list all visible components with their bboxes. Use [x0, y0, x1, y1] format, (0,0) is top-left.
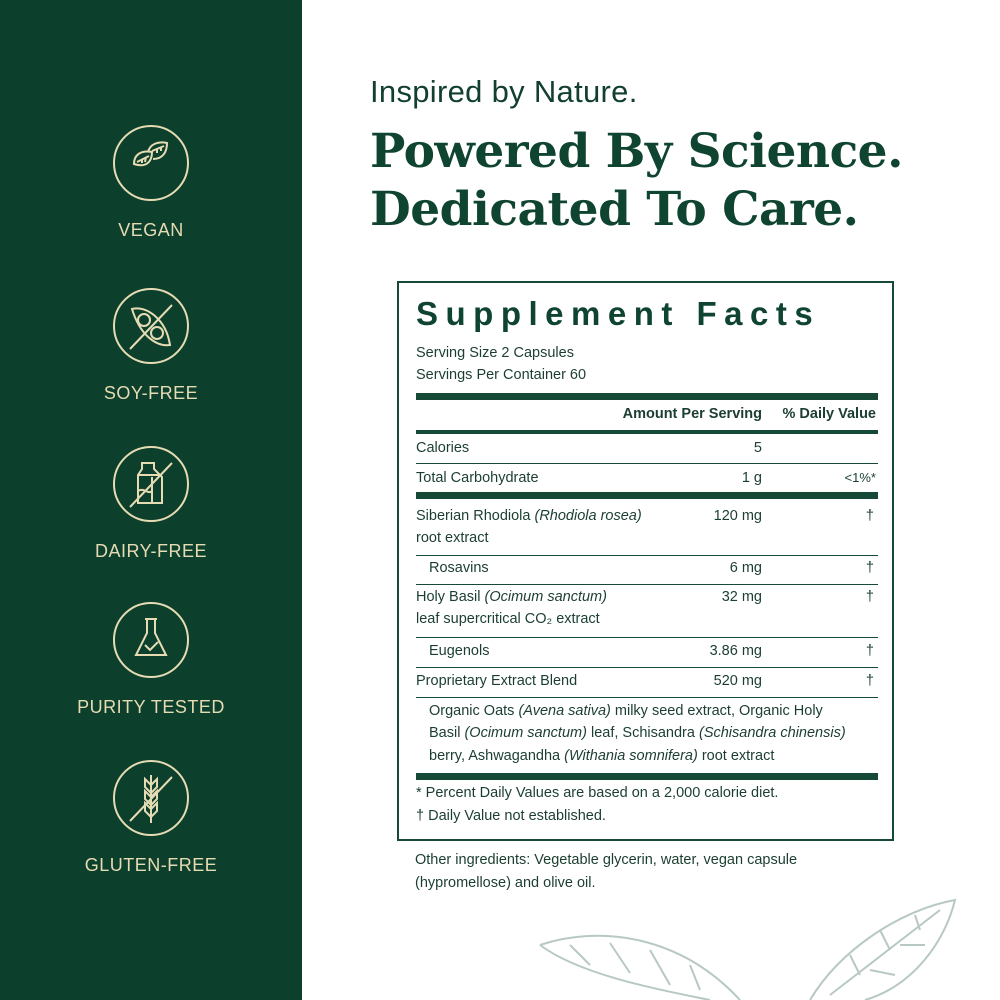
badge-label: SOY-FREE	[103, 383, 199, 403]
leaf-illustration-icon	[539, 898, 957, 1000]
divider	[416, 463, 878, 464]
gluten-free-icon	[113, 760, 189, 836]
badge-purity-tested: PURITY TESTED	[0, 601, 302, 718]
blend-text: berry, Ashwagandha	[429, 748, 565, 764]
blend-text: leaf, Schisandra	[586, 725, 699, 741]
col-amount-header: Amount Per Serving	[622, 406, 762, 422]
row-dv: †	[865, 643, 874, 659]
blend-text: Organic Oats	[429, 703, 519, 719]
row-name-2: root extract	[416, 530, 489, 546]
row-amount: 5	[753, 440, 762, 456]
badge-label: DAIRY-FREE	[94, 541, 208, 561]
servings-per-container: Servings Per Container 60	[416, 367, 587, 383]
badge-label: GLUTEN-FREE	[84, 855, 218, 875]
headline-line-1: Powered By Science.	[370, 124, 903, 179]
other-ingredients: Other ingredients: Vegetable glycerin, w…	[415, 852, 798, 891]
row-amount: 3.86 mg	[709, 643, 762, 659]
row-amount: 1 g	[741, 470, 762, 486]
tagline: Inspired by Nature.	[370, 74, 638, 109]
divider	[416, 555, 878, 556]
footnote-daily-values: * Percent Daily Values are based on a 2,…	[416, 785, 779, 801]
col-dv-header: % Daily Value	[782, 406, 877, 422]
footnote-dagger: † Daily Value not established.	[416, 808, 606, 824]
divider	[416, 492, 878, 499]
row-name-2: leaf supercritical CO₂ extract	[416, 611, 600, 627]
headline-line-2: Dedicated To Care.	[370, 182, 859, 237]
divider	[416, 637, 878, 638]
badge-vegan: VEGAN	[0, 124, 302, 241]
divider	[416, 667, 878, 668]
badge-gluten-free: GLUTEN-FREE	[0, 759, 302, 876]
leaf-icon	[113, 125, 189, 201]
badge-dairy-free: DAIRY-FREE	[0, 445, 302, 562]
row-name: Rosavins	[429, 560, 489, 576]
divider	[416, 697, 878, 698]
divider	[416, 393, 878, 400]
row-dv: †	[865, 560, 874, 576]
row-name: Siberian Rhodiola	[416, 508, 531, 524]
blend-text: milky seed extract, Organic Holy	[610, 703, 823, 719]
blend-text: root extract	[697, 748, 775, 764]
blend-latin: (Ocimum sanctum)	[464, 725, 587, 741]
blend-text: Basil	[429, 725, 465, 741]
row-latin: (Rhodiola rosea)	[534, 508, 642, 524]
soy-free-icon	[113, 288, 189, 364]
sidebar: VEGAN SOY-FREE DAIRY-FREE PURITY TESTED …	[0, 0, 302, 1000]
row-amount: 520 mg	[713, 673, 762, 689]
row-name: Holy Basil	[416, 589, 481, 605]
badge-soy-free: SOY-FREE	[0, 287, 302, 404]
row-latin: (Ocimum sanctum)	[484, 589, 607, 605]
row-name: Calories	[416, 440, 470, 456]
row-name: Eugenols	[429, 643, 490, 659]
blend-latin: (Avena sativa)	[518, 703, 611, 719]
row-amount: 120 mg	[713, 508, 762, 524]
row-dv: †	[865, 508, 874, 524]
badge-label: PURITY TESTED	[77, 697, 225, 717]
blend-latin: (Withania somnifera)	[564, 748, 698, 764]
divider	[416, 584, 878, 585]
divider	[416, 430, 878, 434]
row-dv: <1%*	[844, 470, 876, 485]
row-dv: †	[865, 673, 874, 689]
flask-check-icon	[113, 602, 189, 678]
row-amount: 32 mg	[721, 589, 762, 605]
serving-size: Serving Size 2 Capsules	[416, 345, 574, 361]
blend-latin: (Schisandra chinensis)	[698, 725, 846, 741]
row-amount: 6 mg	[729, 560, 762, 576]
dairy-free-icon	[113, 446, 189, 522]
row-name: Total Carbohydrate	[416, 470, 539, 486]
badge-label: VEGAN	[118, 220, 184, 240]
row-dv: †	[865, 589, 874, 605]
divider	[416, 773, 878, 780]
row-name: Proprietary Extract Blend	[416, 673, 578, 689]
supplement-facts-panel: Supplement Facts Serving Size 2 Capsules…	[397, 281, 894, 841]
facts-title: Supplement Facts	[416, 295, 821, 332]
